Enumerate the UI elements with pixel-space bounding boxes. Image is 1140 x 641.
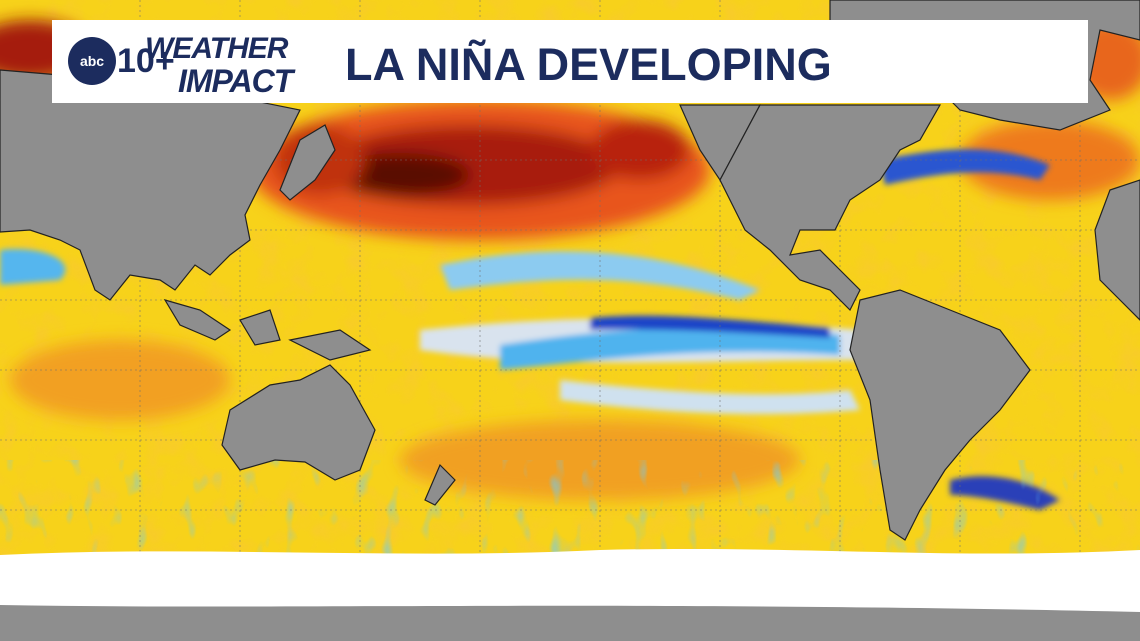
- brand-line-2: IMPACT: [178, 63, 296, 99]
- new-zealand: [424, 463, 456, 506]
- africa: [1094, 179, 1140, 321]
- japan: [279, 124, 336, 201]
- headline: LA NIÑA DEVELOPING: [345, 39, 832, 90]
- header-banner: [52, 20, 1088, 103]
- brand-line-1: WEATHER: [145, 32, 289, 65]
- north-america: [719, 104, 942, 312]
- antarctica-land: [0, 605, 1140, 641]
- indonesia: [163, 299, 372, 361]
- australia: [221, 364, 376, 481]
- logo-channel: 10+: [117, 42, 175, 80]
- logo-circle: [68, 37, 116, 85]
- header: abc 10+ WEATHER IMPACT LA NIÑA DEVELOPIN…: [52, 20, 1088, 103]
- logo-network: abc: [80, 53, 104, 69]
- south-america: [849, 289, 1031, 541]
- asia: [0, 69, 301, 301]
